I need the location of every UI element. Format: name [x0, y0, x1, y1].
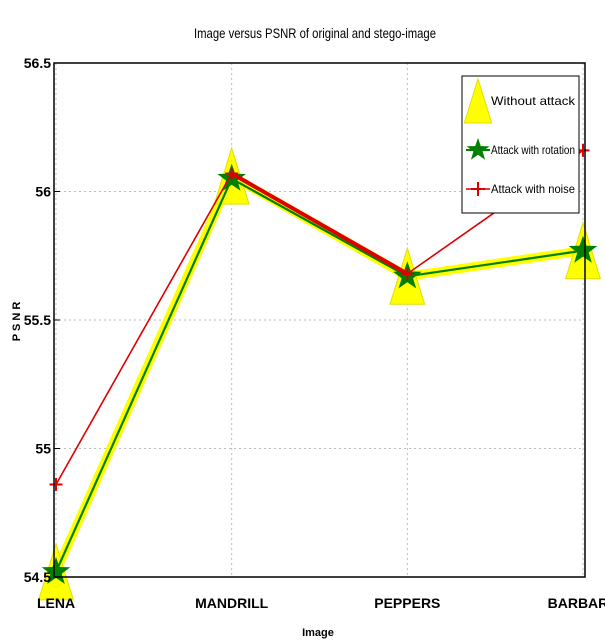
legend-label: Attack with noise: [491, 182, 575, 196]
y-tick-label: 55.5: [24, 312, 51, 328]
y-tick-label: 55: [35, 441, 51, 457]
legend: Without attack Attack with rotation Attack…: [461, 75, 580, 214]
x-tick-label: BARBARA: [548, 595, 605, 611]
x-tick-labels: LENA MANDRILL PEPPERS BARBARA: [37, 595, 605, 611]
legend-marker: [466, 138, 490, 160]
data-point: [49, 477, 63, 491]
y-axis-label: PSNR: [11, 299, 23, 342]
data-point: [41, 556, 71, 584]
x-axis-label: Image: [302, 627, 334, 639]
y-tick-label: 56.5: [24, 55, 51, 71]
x-tick-label: PEPPERS: [374, 595, 440, 611]
legend-label: Without attack: [491, 94, 576, 108]
chart-title: Image versus PSNR of original and stego-…: [194, 25, 436, 41]
y-tick-label: 54.5: [24, 569, 51, 585]
data-point: [568, 235, 598, 263]
series-layer: [37, 143, 602, 601]
y-tick-label: 56: [35, 184, 51, 200]
series-line: [54, 177, 584, 573]
x-tick-label: LENA: [37, 595, 75, 611]
data-point: [225, 167, 239, 181]
x-tick-label: MANDRILL: [195, 595, 269, 611]
legend-marker: [463, 77, 493, 124]
y-tick-labels: 54.5 55 55.5 56 56.5: [24, 55, 60, 585]
data-point: [400, 267, 414, 281]
legend-label: Attack with rotation: [491, 143, 575, 157]
series-line-emphasis: [230, 171, 409, 276]
